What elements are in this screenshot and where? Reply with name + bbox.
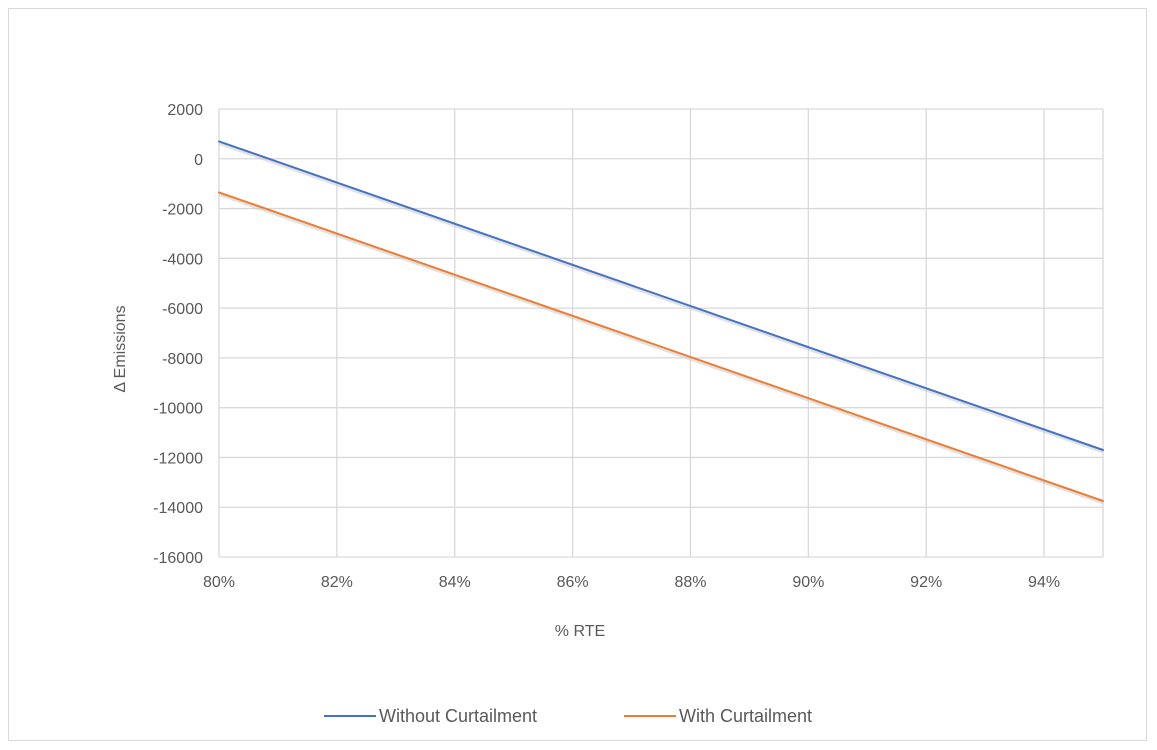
chart-frame: 2000 0 -2000 -4000 -6000 -8000 -10000 -12000 -14…	[8, 8, 1147, 741]
y-tick-label: 0	[194, 152, 203, 169]
line-chart: 2000 0 -2000 -4000 -6000 -8000 -10000 -12000 -14…	[112, 102, 1104, 726]
y-tick-label: -16000	[153, 550, 203, 567]
y-axis-title: Δ Emissions	[112, 305, 129, 392]
y-tick-label: -4000	[162, 251, 203, 268]
series-line-with-curtailment	[218, 191, 1104, 502]
gridlines	[218, 108, 1104, 558]
y-tick-label: -6000	[162, 301, 203, 318]
series-shadow	[218, 192, 1104, 505]
y-tick-label: -14000	[153, 500, 203, 517]
x-tick-label: 80%	[203, 574, 235, 591]
x-tick-label: 86%	[557, 574, 589, 591]
y-tick-label: -10000	[153, 401, 203, 418]
series-line-without-curtailment	[218, 140, 1104, 451]
x-tick-label: 88%	[674, 574, 706, 591]
x-axis-title: % RTE	[555, 623, 605, 640]
legend-label: Without Curtailment	[379, 706, 537, 726]
y-tick-label: 2000	[167, 102, 203, 119]
y-axis-ticks: 2000 0 -2000 -4000 -6000 -8000 -10000 -12000 -14…	[153, 102, 203, 567]
x-tick-label: 94%	[1028, 574, 1060, 591]
x-tick-label: 90%	[792, 574, 824, 591]
legend: Without Curtailment With Curtailment	[324, 706, 812, 726]
series-shadow	[218, 141, 1104, 454]
x-tick-label: 84%	[439, 574, 471, 591]
y-tick-label: -12000	[153, 450, 203, 467]
legend-label: With Curtailment	[679, 706, 812, 726]
series-lines	[218, 140, 1104, 505]
y-tick-label: -8000	[162, 351, 203, 368]
x-tick-label: 92%	[910, 574, 942, 591]
x-axis-ticks: 80% 82% 84% 86% 88% 90% 92% 94%	[203, 574, 1060, 591]
y-tick-label: -2000	[162, 202, 203, 219]
x-tick-label: 82%	[321, 574, 353, 591]
